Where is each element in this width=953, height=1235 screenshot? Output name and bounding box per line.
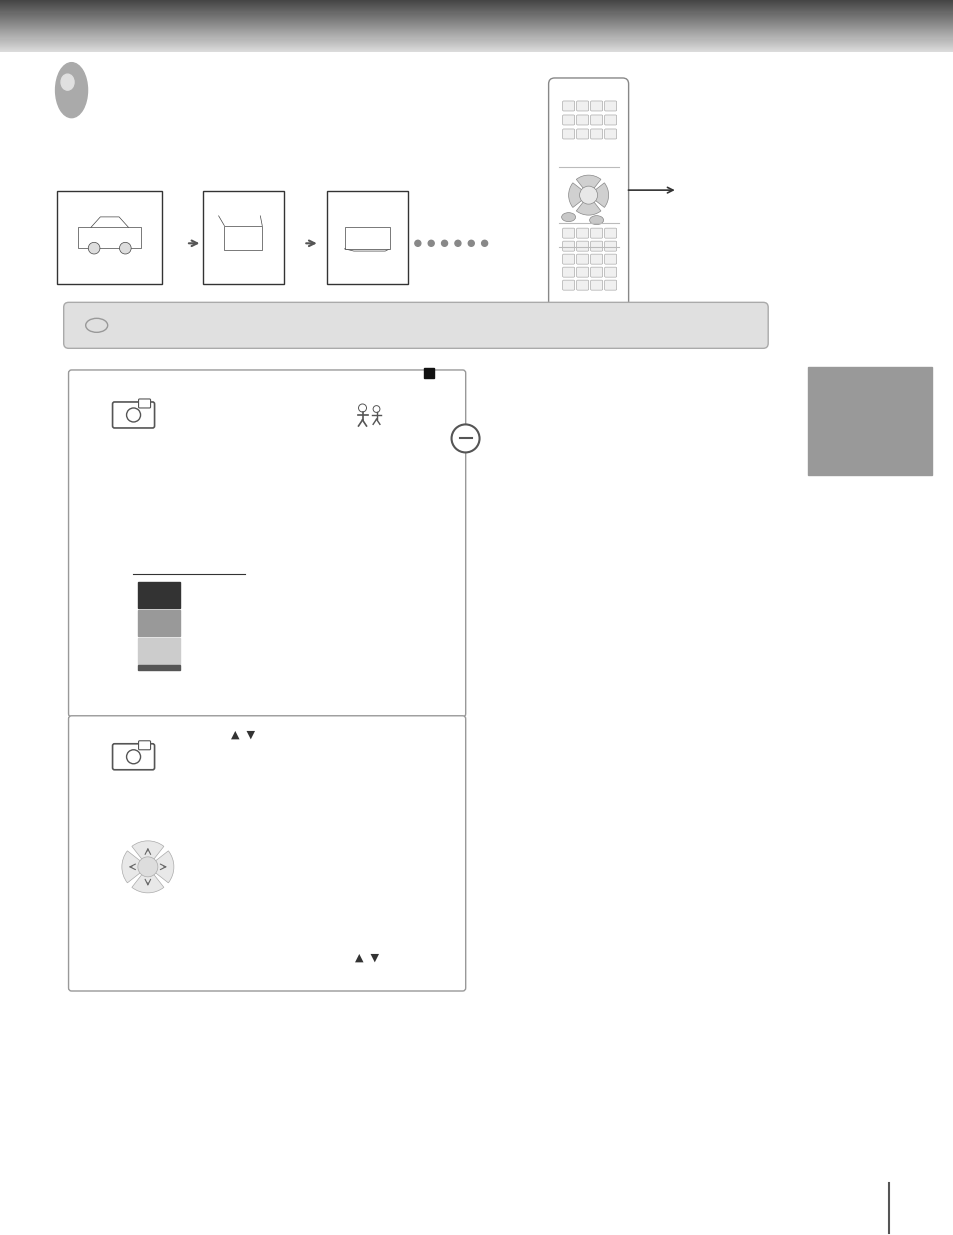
FancyBboxPatch shape [590, 101, 602, 111]
FancyBboxPatch shape [590, 241, 602, 251]
Bar [138, 610, 180, 636]
FancyBboxPatch shape [562, 280, 574, 290]
Bar [138, 637, 180, 664]
FancyBboxPatch shape [576, 254, 588, 264]
Bar [138, 582, 180, 608]
Circle shape [127, 750, 140, 763]
FancyBboxPatch shape [576, 228, 588, 238]
FancyBboxPatch shape [604, 280, 616, 290]
FancyBboxPatch shape [138, 399, 151, 408]
Bar [202, 191, 283, 284]
Circle shape [455, 241, 460, 246]
Wedge shape [588, 183, 608, 207]
FancyBboxPatch shape [576, 267, 588, 277]
Bar [224, 226, 262, 249]
FancyBboxPatch shape [562, 254, 574, 264]
Wedge shape [148, 851, 173, 883]
FancyBboxPatch shape [604, 115, 616, 125]
FancyBboxPatch shape [576, 280, 588, 290]
FancyBboxPatch shape [138, 741, 151, 750]
Circle shape [428, 241, 434, 246]
Ellipse shape [61, 74, 74, 90]
FancyBboxPatch shape [590, 254, 602, 264]
FancyBboxPatch shape [590, 228, 602, 238]
FancyBboxPatch shape [590, 280, 602, 290]
Circle shape [358, 404, 366, 412]
Ellipse shape [589, 216, 603, 225]
FancyBboxPatch shape [576, 101, 588, 111]
Text: ▲  ▼: ▲ ▼ [355, 953, 379, 963]
Bar [326, 191, 408, 284]
Circle shape [468, 241, 474, 246]
FancyBboxPatch shape [590, 267, 602, 277]
FancyBboxPatch shape [562, 115, 574, 125]
Circle shape [127, 408, 140, 422]
Wedge shape [122, 851, 148, 883]
Circle shape [89, 242, 100, 254]
Ellipse shape [55, 63, 88, 117]
FancyBboxPatch shape [604, 128, 616, 140]
Text: ▲  ▼: ▲ ▼ [231, 730, 255, 740]
Bar [345, 227, 389, 249]
FancyBboxPatch shape [576, 128, 588, 140]
Bar [807, 367, 931, 475]
FancyBboxPatch shape [604, 228, 616, 238]
FancyBboxPatch shape [548, 78, 628, 337]
FancyBboxPatch shape [112, 743, 154, 769]
Circle shape [138, 857, 157, 877]
Circle shape [481, 241, 487, 246]
FancyBboxPatch shape [576, 241, 588, 251]
Bar [57, 191, 162, 284]
FancyBboxPatch shape [562, 267, 574, 277]
FancyBboxPatch shape [562, 228, 574, 238]
FancyBboxPatch shape [604, 241, 616, 251]
FancyBboxPatch shape [562, 241, 574, 251]
FancyBboxPatch shape [604, 267, 616, 277]
Bar [138, 664, 180, 669]
FancyBboxPatch shape [69, 370, 465, 716]
FancyBboxPatch shape [69, 716, 465, 990]
FancyBboxPatch shape [112, 401, 154, 429]
Bar [78, 227, 141, 248]
FancyBboxPatch shape [562, 128, 574, 140]
FancyBboxPatch shape [590, 115, 602, 125]
Wedge shape [576, 195, 600, 215]
Wedge shape [132, 841, 164, 867]
FancyBboxPatch shape [562, 101, 574, 111]
Bar [423, 368, 433, 378]
Circle shape [451, 425, 479, 452]
FancyBboxPatch shape [590, 128, 602, 140]
Circle shape [119, 242, 131, 254]
FancyBboxPatch shape [64, 303, 767, 348]
Wedge shape [132, 867, 164, 893]
FancyBboxPatch shape [604, 254, 616, 264]
Ellipse shape [561, 212, 575, 221]
Circle shape [373, 405, 379, 412]
Circle shape [579, 186, 597, 204]
Circle shape [441, 241, 447, 246]
Circle shape [415, 241, 420, 246]
Wedge shape [576, 175, 600, 195]
Ellipse shape [86, 319, 108, 332]
Wedge shape [568, 183, 588, 207]
FancyBboxPatch shape [604, 101, 616, 111]
FancyBboxPatch shape [576, 115, 588, 125]
